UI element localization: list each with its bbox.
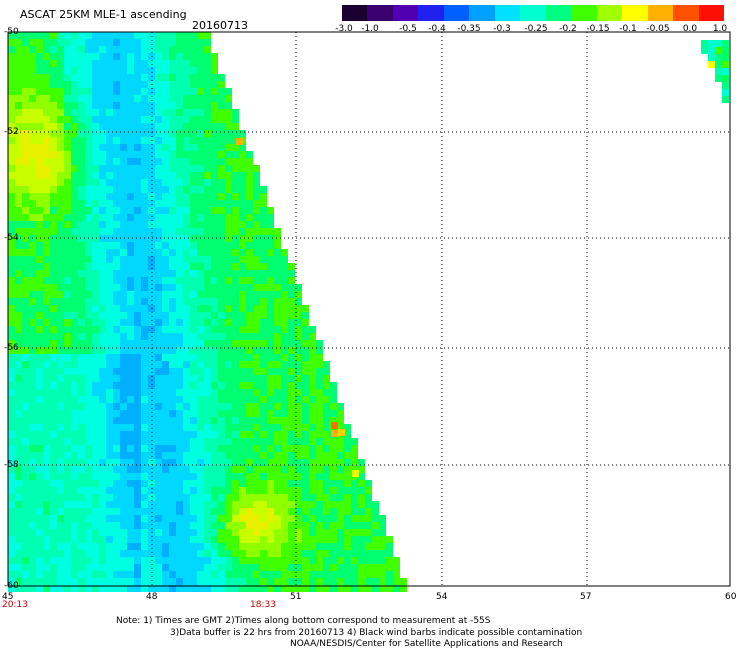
lon-label-54: 54	[436, 592, 448, 602]
swath-cells	[8, 32, 729, 592]
lon-label-45: 45	[2, 592, 14, 602]
colorbar-label: -0.3	[493, 24, 511, 34]
colorbar-label: -0.05	[646, 24, 670, 34]
colorbar-label: -0.5	[399, 24, 417, 34]
colorbar-swatch	[545, 5, 572, 21]
colorbar-swatch	[596, 5, 623, 21]
map-title: ASCAT 25KM MLE-1 ascending	[20, 8, 187, 21]
note-line-1: Note: 1) Times are GMT 2)Times along bot…	[116, 616, 491, 626]
time-label-left: 20:13	[2, 600, 28, 610]
map-frame	[7, 31, 731, 587]
colorbar-swatch	[494, 5, 521, 21]
colorbar-label: 0.0	[682, 24, 698, 34]
colorbar-label: -3.0	[335, 24, 353, 34]
lat-label-58: -58	[4, 460, 19, 470]
colorbar-labels: -3.0 -1.0 -0.5 -0.4 -0.35 -0.3 -0.25 -0.2 -0.15-…	[330, 24, 740, 36]
colorbar-swatch	[469, 5, 495, 21]
lat-label-50: -50	[4, 27, 19, 37]
lon-label-60: 60	[725, 592, 737, 602]
colorbar-swatch	[622, 5, 648, 21]
lon-label-48: 48	[146, 592, 158, 602]
colorbar-label: 1.0	[712, 24, 728, 34]
colorbar-label: -0.25	[524, 24, 548, 34]
colorbar-swatch	[673, 5, 699, 21]
colorbar-swatch	[342, 5, 368, 21]
colorbar-swatch	[392, 5, 419, 21]
colorbar-label: -1.0	[361, 24, 379, 34]
colorbar-swatch	[443, 5, 470, 21]
colorbar-label: -0.4	[428, 24, 446, 34]
colorbar-swatch	[647, 5, 674, 21]
colorbar-label: -0.35	[457, 24, 481, 34]
colorbar-swatch	[520, 5, 546, 21]
colorbar-swatch	[571, 5, 597, 21]
colorbar-swatch	[418, 5, 444, 21]
lat-label-52: -52	[4, 127, 19, 137]
time-label-mid: 18:33	[250, 600, 276, 610]
colorbar	[342, 5, 725, 21]
lat-label-60: -60	[4, 581, 19, 591]
lat-label-54: -54	[4, 233, 19, 243]
note-line-3: NOAA/NESDIS/Center for Satellite Applica…	[290, 639, 563, 649]
lon-label-51: 51	[290, 592, 302, 602]
colorbar-label: -0.15	[586, 24, 610, 34]
lon-label-57: 57	[580, 592, 592, 602]
map-date: 20160713	[192, 19, 248, 32]
note-line-2: 3)Data buffer is 22 hrs from 20160713 4)…	[170, 628, 583, 638]
colorbar-swatch	[367, 5, 393, 21]
colorbar-label: -0.2	[559, 24, 577, 34]
lat-label-56: -56	[4, 343, 19, 353]
colorbar-label: -0.1	[619, 24, 637, 34]
colorbar-swatch	[698, 5, 725, 21]
